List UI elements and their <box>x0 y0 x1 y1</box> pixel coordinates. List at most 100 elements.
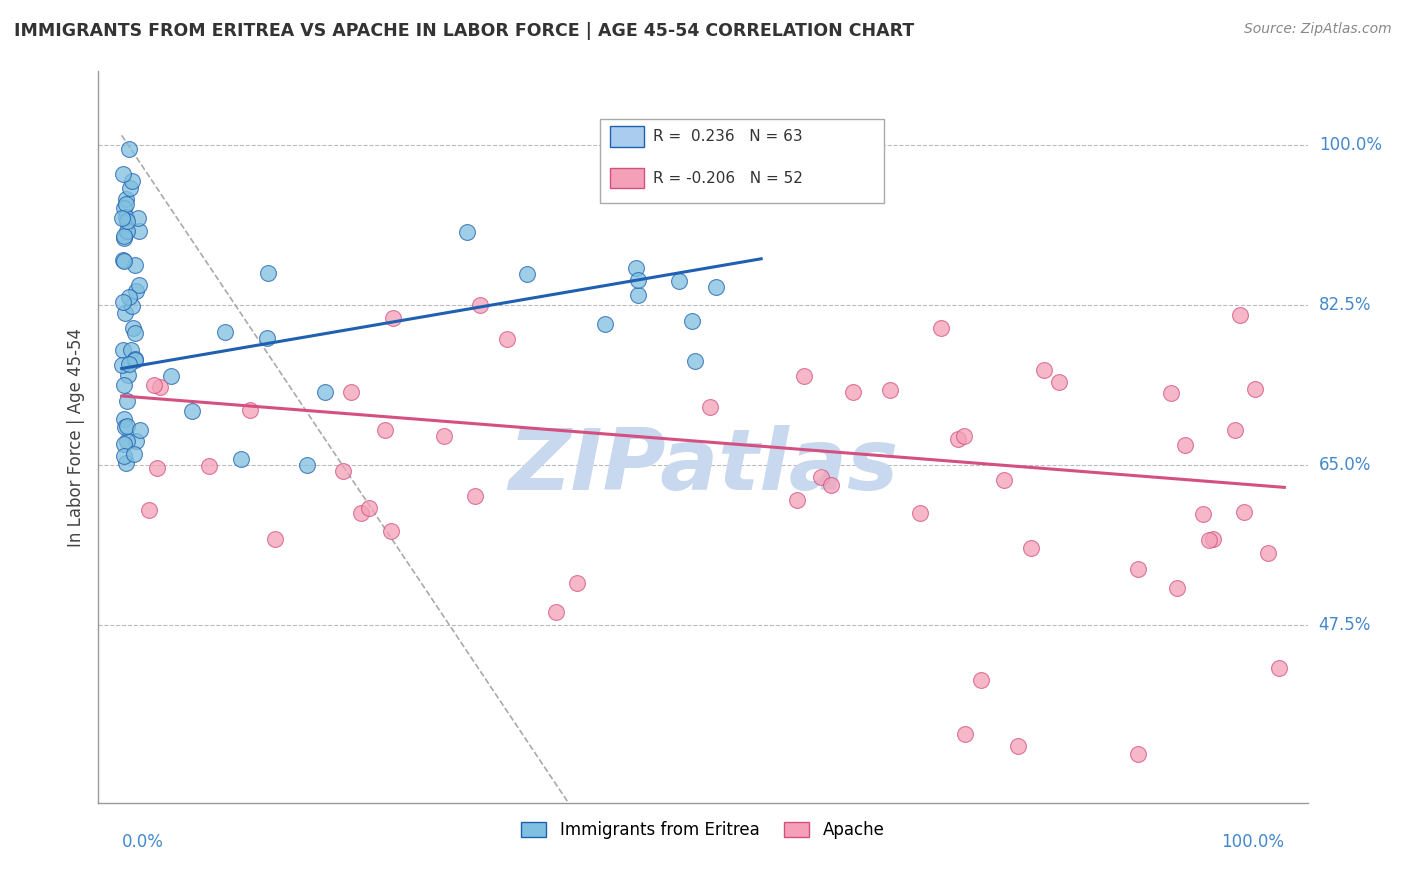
Point <box>1257 546 1279 560</box>
Y-axis label: In Labor Force | Age 45-54: In Labor Force | Age 45-54 <box>66 327 84 547</box>
Point <box>112 231 135 245</box>
Point <box>111 167 134 181</box>
Point <box>112 437 135 451</box>
Point <box>120 181 142 195</box>
Point <box>214 325 236 339</box>
Point <box>314 385 336 400</box>
Point <box>125 284 148 298</box>
Point <box>114 377 136 392</box>
Point <box>115 196 138 211</box>
Point <box>112 229 135 244</box>
Point <box>1268 661 1291 675</box>
Point <box>229 451 252 466</box>
Point <box>1233 505 1256 519</box>
Point <box>115 211 138 225</box>
Point <box>124 326 146 341</box>
Point <box>115 224 138 238</box>
Bar <box>610 168 644 188</box>
Point <box>111 343 134 358</box>
Point <box>546 605 568 619</box>
Point <box>127 211 149 225</box>
Point <box>464 489 486 503</box>
Point <box>820 477 842 491</box>
Point <box>565 576 588 591</box>
Text: 65.0%: 65.0% <box>1319 456 1371 474</box>
Point <box>142 377 165 392</box>
Point <box>111 253 134 268</box>
Point <box>786 493 808 508</box>
Point <box>114 306 136 320</box>
Text: R =  0.236   N = 63: R = 0.236 N = 63 <box>654 129 803 144</box>
Point <box>380 524 402 538</box>
Point <box>929 321 952 335</box>
Point <box>111 211 134 225</box>
Point <box>953 727 976 741</box>
Point <box>124 258 146 272</box>
Point <box>704 280 727 294</box>
Point <box>359 500 381 515</box>
Point <box>160 369 183 384</box>
Point <box>181 404 204 418</box>
Point <box>970 673 993 687</box>
Point <box>1047 375 1070 389</box>
Point <box>118 142 141 156</box>
Point <box>1166 581 1188 595</box>
Point <box>114 420 136 434</box>
Point <box>257 266 280 280</box>
Point <box>1126 562 1149 576</box>
Point <box>1160 386 1182 401</box>
Point <box>593 318 616 332</box>
Point <box>948 432 970 446</box>
Text: 47.5%: 47.5% <box>1319 615 1371 633</box>
Point <box>115 456 138 470</box>
Point <box>115 434 138 448</box>
Text: Source: ZipAtlas.com: Source: ZipAtlas.com <box>1244 22 1392 37</box>
Point <box>340 384 363 399</box>
Point <box>121 300 143 314</box>
Point <box>842 385 865 400</box>
Point <box>810 470 832 484</box>
Point <box>699 400 721 414</box>
Point <box>124 353 146 368</box>
Point <box>908 506 931 520</box>
Point <box>111 358 134 372</box>
Point <box>953 429 976 443</box>
FancyBboxPatch shape <box>600 119 884 203</box>
Text: IMMIGRANTS FROM ERITREA VS APACHE IN LABOR FORCE | AGE 45-54 CORRELATION CHART: IMMIGRANTS FROM ERITREA VS APACHE IN LAB… <box>14 22 914 40</box>
Point <box>115 192 138 206</box>
Point <box>122 320 145 334</box>
Point <box>121 173 143 187</box>
Point <box>793 369 815 384</box>
Point <box>128 277 150 292</box>
Point <box>118 290 141 304</box>
Point <box>256 331 278 345</box>
Point <box>350 506 373 520</box>
Point <box>138 503 160 517</box>
Point <box>112 253 135 268</box>
Point <box>112 412 135 426</box>
Point <box>1223 423 1246 437</box>
Point <box>129 423 152 437</box>
Point <box>1198 533 1220 547</box>
Point <box>198 459 221 474</box>
Point <box>516 267 538 281</box>
Point <box>1126 747 1149 761</box>
Point <box>683 354 706 368</box>
Point <box>117 357 139 371</box>
Legend: Immigrants from Eritrea, Apache: Immigrants from Eritrea, Apache <box>515 814 891 846</box>
Text: 100.0%: 100.0% <box>1222 833 1284 851</box>
Point <box>627 288 650 302</box>
Point <box>117 214 139 228</box>
Point <box>627 273 650 287</box>
Text: ZIPatlas: ZIPatlas <box>508 425 898 508</box>
Point <box>125 434 148 448</box>
Text: R = -0.206   N = 52: R = -0.206 N = 52 <box>654 170 803 186</box>
Point <box>433 429 456 443</box>
Point <box>112 201 135 215</box>
Point <box>120 343 142 357</box>
Point <box>149 379 172 393</box>
Point <box>624 260 647 275</box>
Point <box>146 460 169 475</box>
Point <box>1007 739 1029 754</box>
Point <box>1174 438 1197 452</box>
